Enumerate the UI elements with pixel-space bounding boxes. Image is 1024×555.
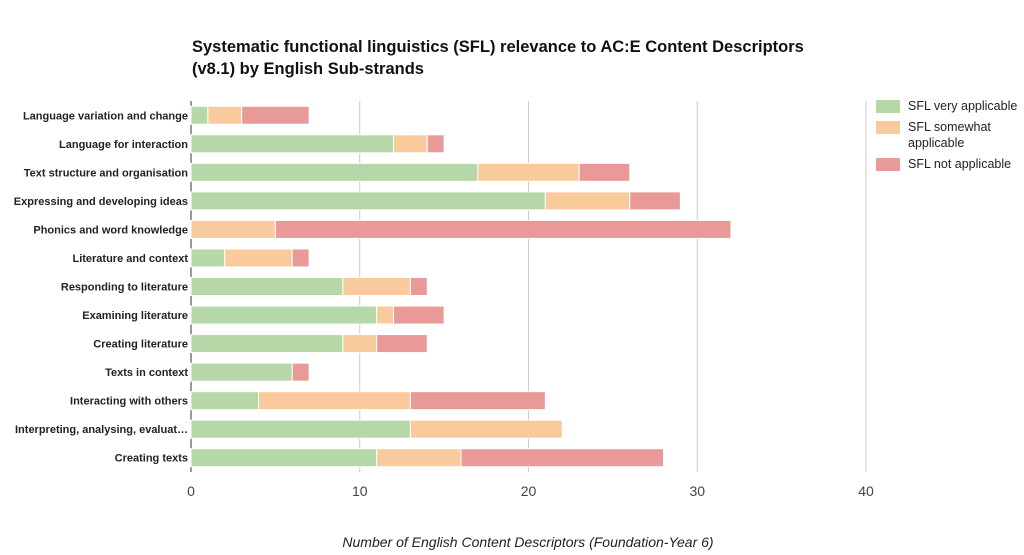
x-tick-label: 30 — [689, 483, 705, 499]
bar-segment[interactable] — [629, 191, 681, 211]
category-label: Creating texts — [115, 453, 188, 465]
bar-segment[interactable] — [190, 362, 293, 382]
bar-segment[interactable] — [190, 134, 394, 154]
category-label: Language for interaction — [59, 139, 188, 151]
bar-segment[interactable] — [190, 219, 276, 239]
legend-swatch — [876, 121, 900, 134]
bar-segment[interactable] — [190, 419, 411, 439]
category-label: Expressing and developing ideas — [14, 196, 188, 208]
x-tick-labels: 0 10 20 30 40 — [187, 483, 874, 499]
bar-segment[interactable] — [409, 277, 428, 296]
legend-swatch — [876, 158, 900, 171]
bar-segment[interactable] — [376, 305, 394, 325]
legend-label: SFL somewhat applicable — [908, 120, 991, 150]
bar-segment[interactable] — [190, 448, 378, 468]
bar-segment[interactable] — [291, 362, 310, 382]
bar-segment[interactable] — [376, 334, 428, 354]
x-tick-label: 10 — [352, 483, 368, 499]
bar-segment[interactable] — [342, 277, 411, 296]
chart-title-line-2: (v8.1) by English Sub-strands — [192, 60, 424, 78]
category-label: Literature and context — [72, 253, 188, 265]
bar-segment[interactable] — [207, 105, 243, 125]
bar-segment[interactable] — [376, 448, 462, 468]
chart-legend: SFL very applicable SFL somewhat applicab… — [876, 98, 1021, 177]
bar-segment[interactable] — [190, 191, 546, 211]
bar-segment[interactable] — [190, 334, 344, 354]
category-label: Interpreting, analysing, evaluat… — [15, 424, 188, 436]
bar-segment[interactable] — [190, 162, 479, 182]
x-tick-label: 40 — [858, 483, 874, 499]
category-label: Texts in context — [105, 367, 188, 379]
bar-segment[interactable] — [544, 191, 631, 211]
legend-item[interactable]: SFL very applicable — [876, 98, 1021, 114]
chart-title-line-1: Systematic functional linguistics (SFL) … — [192, 38, 804, 56]
legend-item[interactable]: SFL not applicable — [876, 156, 1021, 172]
bar-segment[interactable] — [578, 162, 631, 182]
bar-segment[interactable] — [477, 162, 580, 182]
x-tick-label: 0 — [187, 483, 195, 499]
bar-segment[interactable] — [426, 134, 445, 154]
bar-segment[interactable] — [393, 305, 445, 325]
bar-segment[interactable] — [190, 305, 378, 325]
bar-segment[interactable] — [241, 105, 310, 125]
legend-item[interactable]: SFL somewhat applicable — [876, 119, 1021, 151]
bar-segment[interactable] — [224, 248, 293, 268]
bar-segment[interactable] — [291, 248, 310, 268]
bar-segment[interactable] — [274, 219, 732, 239]
chart-title: Systematic functional linguistics (SFL) … — [192, 36, 892, 80]
bar-segment[interactable] — [409, 391, 546, 411]
category-label: Responding to literature — [61, 282, 188, 294]
category-label: Text structure and organisation — [24, 167, 188, 179]
category-label: Examining literature — [82, 310, 188, 322]
bar-segment[interactable] — [342, 334, 378, 354]
legend-label: SFL not applicable — [908, 157, 1012, 171]
category-label: Creating literature — [93, 339, 188, 351]
bar-segment[interactable] — [190, 105, 209, 125]
bar-segment[interactable] — [258, 391, 411, 411]
x-tick-label: 20 — [521, 483, 537, 499]
bar-segment[interactable] — [190, 248, 226, 268]
category-labels: Language variation and change Language fo… — [14, 110, 189, 464]
x-axis-title: Number of English Content Descriptors (F… — [342, 534, 713, 550]
category-label: Language variation and change — [23, 110, 188, 122]
category-label: Phonics and word knowledge — [33, 224, 188, 236]
bar-segment[interactable] — [190, 391, 259, 411]
legend-swatch — [876, 100, 900, 113]
bar-segment[interactable] — [409, 419, 563, 439]
legend-label: SFL very applicable — [908, 99, 1018, 113]
bar-segment[interactable] — [460, 448, 664, 468]
bar-segment[interactable] — [393, 134, 428, 154]
bars — [190, 105, 732, 468]
category-label: Interacting with others — [70, 396, 188, 408]
bar-segment[interactable] — [190, 277, 344, 296]
